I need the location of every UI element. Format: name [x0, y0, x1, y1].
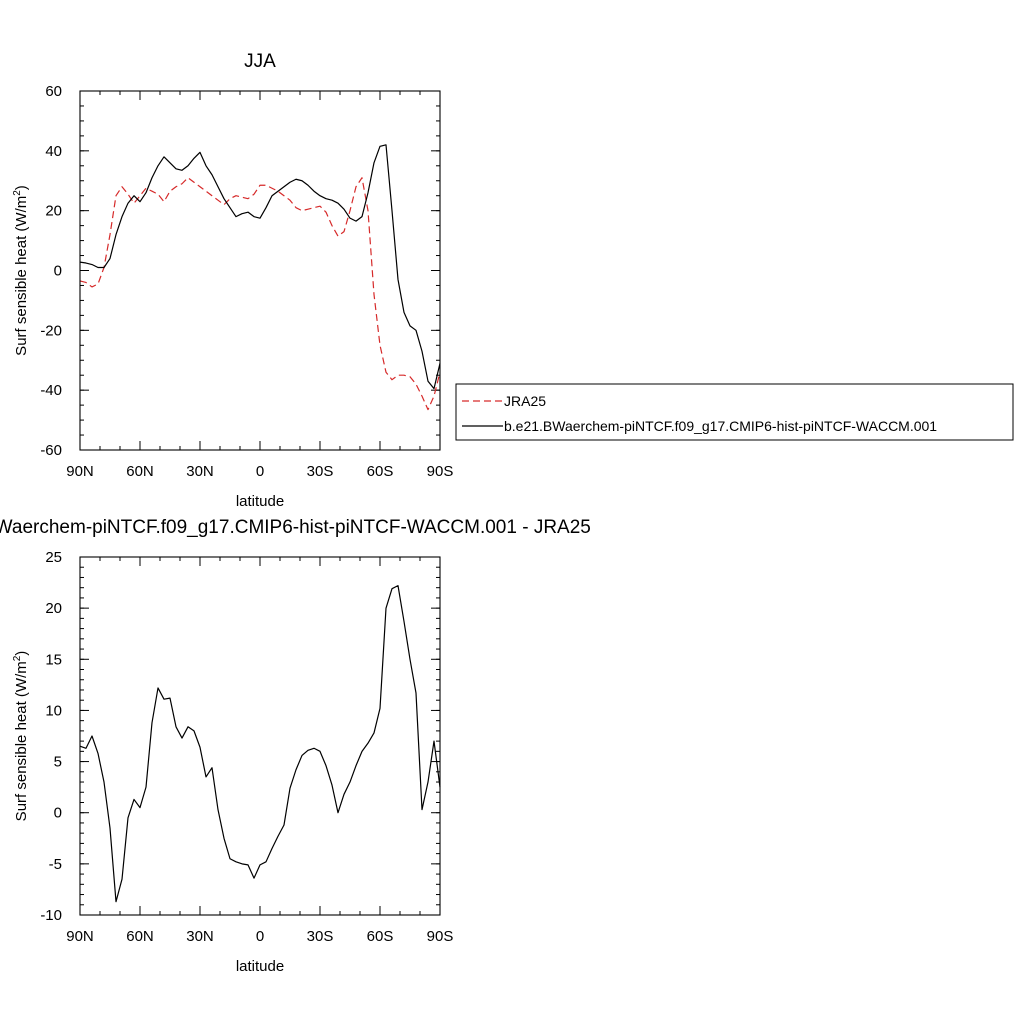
y-axis-label: Surf sensible heat (W/m2) — [12, 185, 30, 356]
y-tick-label: 0 — [54, 263, 62, 280]
x-tick-label: 90N — [66, 928, 94, 945]
series-line-1 — [79, 585, 441, 903]
y-tick-label: 0 — [54, 805, 62, 822]
legend-box — [455, 383, 1014, 441]
y-tick-label: 5 — [54, 754, 62, 771]
x-tick-label: 90N — [66, 463, 94, 480]
y-tick-label: 15 — [45, 651, 62, 668]
series-line-2 — [79, 144, 441, 390]
x-axis-label: latitude — [236, 958, 284, 975]
y-axis-label: Surf sensible heat (W/m2) — [12, 651, 30, 822]
x-tick-label: 0 — [256, 463, 264, 480]
chart-1: JJA 90N 60N 30N 0 30S 60S 90S -60 -40 -20 0 20 40 60 la… — [12, 51, 1014, 510]
chart-title: b.e21.BWaerchem-piNTCF.f09_g17.CMIP6-his… — [0, 517, 591, 538]
y-tick-label: -10 — [40, 907, 62, 924]
x-axis-label: latitude — [236, 493, 284, 510]
y-tick-label: -5 — [49, 856, 62, 873]
x-tick-label: 60N — [126, 928, 154, 945]
y-tick-label: 25 — [45, 549, 62, 566]
x-tick-label: 90S — [427, 463, 454, 480]
y-tick-label: -40 — [40, 382, 62, 399]
y-tick-label: 40 — [45, 143, 62, 160]
y-tick-label: -20 — [40, 322, 62, 339]
plot-frame — [79, 90, 441, 451]
x-tick-label: 60S — [367, 928, 394, 945]
y-tick-label: 60 — [45, 83, 62, 100]
chart-2: b.e21.BWaerchem-piNTCF.f09_g17.CMIP6-his… — [0, 517, 591, 975]
y-tick-label: 20 — [45, 203, 62, 220]
x-tick-label: 30S — [307, 928, 334, 945]
legend-label-1: JRA25 — [504, 393, 546, 409]
x-tick-label: 30N — [186, 463, 214, 480]
x-tick-label: 0 — [256, 928, 264, 945]
chart-title: JJA — [244, 51, 276, 72]
x-tick-label: 60S — [367, 463, 394, 480]
legend: JRA25 b.e21.BWaerchem-piNTCF.f09_g17.CMIP… — [455, 383, 1014, 441]
x-tick-label: 60N — [126, 463, 154, 480]
x-tick-label: 90S — [427, 928, 454, 945]
y-tick-label: -60 — [40, 442, 62, 459]
x-tick-label: 30N — [186, 928, 214, 945]
y-tick-label: 20 — [45, 600, 62, 617]
x-tick-label: 30S — [307, 463, 334, 480]
series-line-1 — [79, 177, 441, 411]
y-tick-label: 10 — [45, 702, 62, 719]
plot-frame — [79, 556, 441, 916]
legend-label-2: b.e21.BWaerchem-piNTCF.f09_g17.CMIP6-his… — [504, 418, 937, 434]
